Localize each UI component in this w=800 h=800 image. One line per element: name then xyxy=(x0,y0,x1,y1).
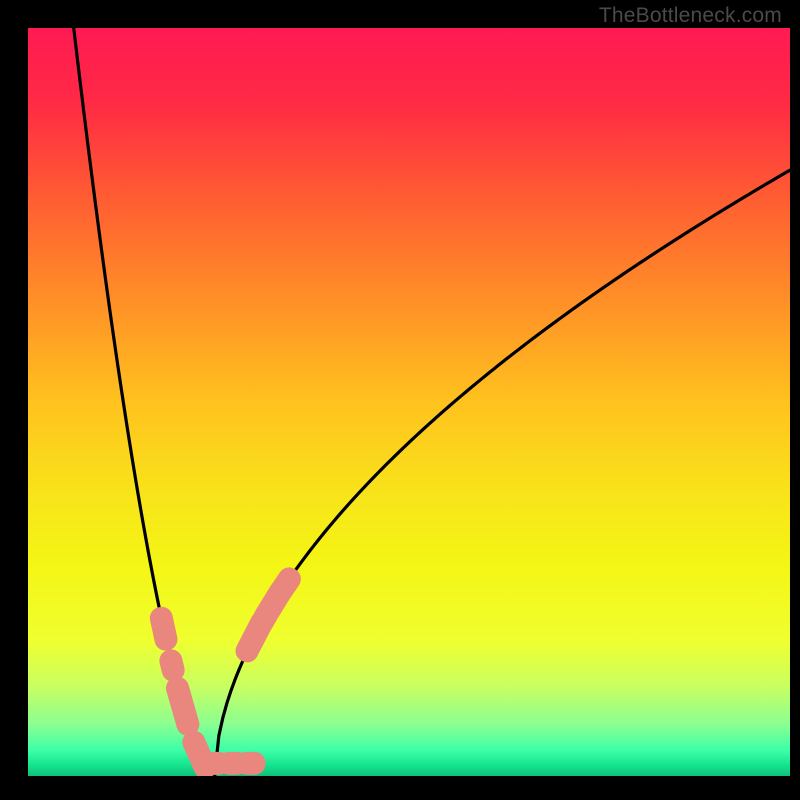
curve-marker xyxy=(236,752,266,775)
chart-frame: TheBottleneck.com xyxy=(0,0,800,800)
chart-svg xyxy=(28,28,790,776)
plot-area xyxy=(28,28,790,776)
watermark-text: TheBottleneck.com xyxy=(599,4,782,28)
gradient-background xyxy=(28,28,790,776)
